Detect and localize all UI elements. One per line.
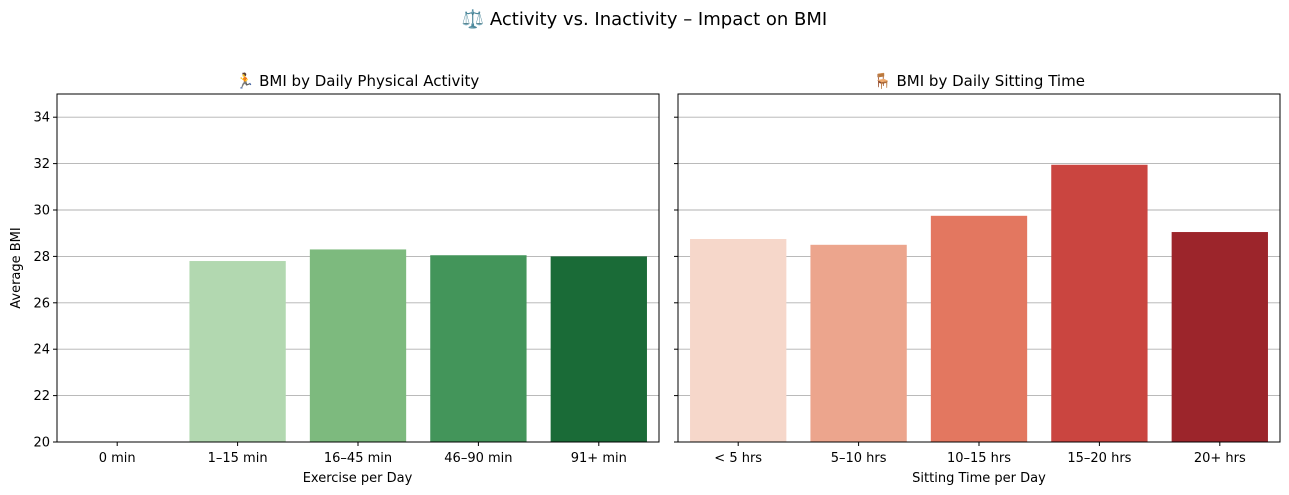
x-tick-label: 46–90 min [444, 451, 512, 466]
bar [810, 244, 907, 442]
x-tick-label: 20+ hrs [1194, 451, 1246, 466]
x-tick-label: < 5 hrs [714, 451, 762, 466]
y-tick-label: 22 [33, 389, 50, 404]
chart-title: 🪑 BMI by Daily Sitting Time [873, 72, 1085, 90]
y-tick-label: 20 [33, 436, 50, 451]
x-tick-label: 5–10 hrs [831, 451, 887, 466]
y-tick-label: 26 [33, 296, 50, 311]
y-tick-label: 34 [33, 111, 50, 126]
bar [1171, 232, 1268, 442]
x-tick-label: 15–20 hrs [1067, 451, 1131, 466]
bar [309, 249, 407, 442]
y-tick-label: 28 [33, 250, 50, 265]
bar [1051, 164, 1148, 442]
bar [430, 255, 527, 442]
x-axis-label: Sitting Time per Day [912, 471, 1046, 486]
bar [930, 215, 1028, 442]
chart-sitting-time: 🪑 BMI by Daily Sitting Time Sitting Time… [674, 72, 1281, 486]
y-axis-label: Average BMI [9, 227, 24, 309]
y-tick-label: 30 [33, 204, 50, 219]
chart-title: 🏃 BMI by Daily Physical Activity [236, 72, 480, 90]
x-tick-label: 10–15 hrs [947, 451, 1011, 466]
bar [189, 261, 286, 442]
x-tick-label: 91+ min [571, 451, 627, 466]
chart-physical-activity: 🏃 BMI by Daily Physical Activity Exercis… [9, 72, 660, 486]
bar [690, 239, 787, 442]
x-tick-label: 16–45 min [324, 451, 392, 466]
x-axis-label: Exercise per Day [303, 471, 413, 486]
y-tick-label: 24 [33, 343, 50, 358]
bar [550, 256, 647, 442]
x-tick-label: 1–15 min [208, 451, 268, 466]
y-tick-label: 32 [33, 157, 50, 172]
figure-title: ⚖️ Activity vs. Inactivity – Impact on B… [462, 8, 827, 30]
x-tick-label: 0 min [99, 451, 136, 466]
